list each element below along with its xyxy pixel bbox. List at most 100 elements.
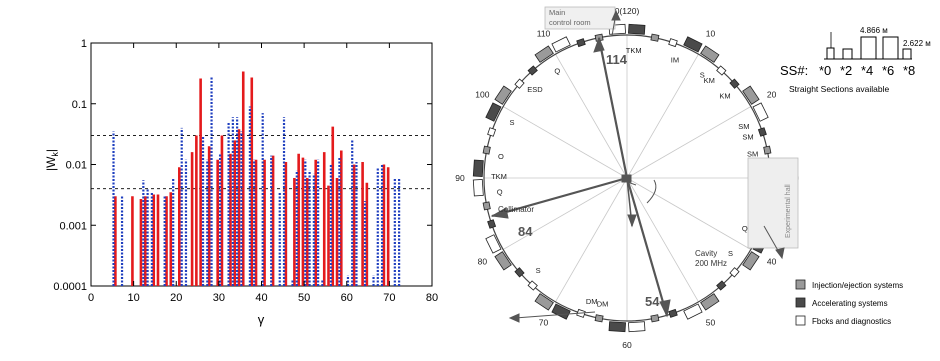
magnet-block-41: [514, 78, 525, 89]
arrow-to-control-room-head: [611, 9, 621, 21]
element-label-13: DM: [586, 297, 598, 306]
element-label-15: Q: [497, 187, 503, 196]
collimator-label: Collimator: [498, 205, 534, 214]
arrow-experimental-head: [775, 247, 785, 260]
magnet-block-35: [472, 178, 484, 197]
cavity-label-2: 200 MHz: [695, 259, 727, 268]
element-label-11: S: [728, 249, 733, 258]
angle-label-9: 90: [455, 173, 465, 183]
spoke-1: [626, 53, 699, 179]
magnet-block-23: [627, 321, 646, 333]
magnet-block-27: [551, 303, 571, 320]
x-tick-label-8: 80: [426, 292, 438, 304]
magnet-block-43: [534, 45, 554, 63]
element-label-20: Q: [554, 67, 560, 76]
angle-label-6: 60: [622, 340, 632, 350]
element-label-4: KM: [719, 92, 730, 101]
y-tick-label-0: 0.0001: [53, 281, 87, 293]
magnet-block-10: [763, 145, 772, 155]
spoke-2: [626, 106, 752, 179]
ss-bar-8: [902, 48, 912, 60]
straight-sections-inset: 4.866 м 2.622 м SS#: *0 *2 *4 *6 *8 Stra…: [780, 26, 931, 94]
arrow-84-head: [490, 207, 509, 219]
arrow-54: [625, 177, 669, 317]
x-tick-label-4: 40: [255, 292, 267, 304]
element-label-1: IM: [671, 55, 679, 64]
spoke-lines: [484, 35, 770, 321]
magnet-block-40: [494, 85, 512, 105]
angle-label-11: 110: [537, 28, 551, 38]
spoke-11: [555, 53, 628, 179]
magnet-block-33: [487, 219, 497, 229]
magnet-block-31: [494, 251, 512, 271]
x-axis-label: γ: [258, 312, 265, 327]
angle-label-2: 20: [767, 90, 777, 100]
x-tick-label-1: 10: [128, 292, 140, 304]
magnet-block-2: [668, 38, 678, 48]
element-label-5: SM: [738, 122, 749, 131]
angle-label-7: 70: [539, 318, 549, 328]
arrow-ejection: [514, 311, 596, 319]
magnet-block-17: [729, 267, 740, 278]
ss-bar-4: [860, 36, 877, 60]
element-label-10: Q: [742, 224, 748, 233]
x-tick-label-5: 50: [298, 292, 310, 304]
magnet-block-39: [485, 102, 502, 122]
magnet-block-32: [485, 234, 502, 254]
experimental-hall-label: Experimental hall: [785, 184, 792, 238]
magnet-block-36: [472, 159, 484, 178]
angle-label-1: 10: [706, 28, 716, 38]
central-arrows: [490, 36, 671, 318]
legend-label-diagnostics: Fbcks and diagnostics: [812, 317, 891, 326]
external-arrows: [508, 9, 785, 323]
magnet-block-0: [627, 23, 646, 35]
element-label-19: ESD: [527, 85, 543, 94]
element-label-17: O: [498, 152, 504, 161]
magnet-block-38: [487, 127, 497, 137]
magnet-block-25: [594, 314, 604, 323]
spoke-10: [502, 106, 628, 179]
spoke-8: [502, 177, 628, 250]
ss-number-2: *2: [840, 63, 852, 78]
magnet-block-8: [752, 102, 769, 122]
arrow-short-head: [627, 214, 637, 228]
x-tick-label-7: 70: [383, 292, 395, 304]
control-room-label-2: control room: [549, 18, 591, 27]
element-label-18: S: [509, 118, 514, 127]
ss-short-label: 2.622 м: [903, 39, 931, 48]
magnet-block-16: [742, 251, 760, 271]
angle-label-10: 100: [475, 90, 489, 100]
arrow-54-head: [659, 299, 671, 318]
ss-long-label: 4.866 м: [860, 26, 888, 35]
angle-label-5: 50: [706, 318, 716, 328]
angle-label-8: 80: [478, 257, 488, 267]
x-axis-ticks: 0 10 20 30 40 50 60 70 80: [88, 43, 438, 304]
magnet-block-7: [742, 85, 760, 105]
ss-number-4: *4: [861, 63, 873, 78]
angle-label-0: 0(120): [615, 6, 640, 16]
element-label-16: TKM: [491, 172, 507, 181]
arrow-84: [491, 176, 628, 218]
element-label-2: S: [700, 70, 705, 79]
label-114: 114: [606, 52, 628, 67]
rotation-arrow: [646, 179, 657, 204]
ring-diagram: 0(120)102030405060708090100110 TKMIMSKMK…: [455, 6, 799, 350]
x-tick-label-0: 0: [88, 292, 94, 304]
y-tick-label-3: 0.1: [72, 99, 87, 111]
magnet-block-3: [683, 36, 703, 53]
magnet-block-24: [608, 321, 627, 333]
legend-swatch-diagnostics: [795, 315, 806, 326]
control-room-label-1: Main: [549, 8, 565, 17]
ss-bar-2: [842, 48, 853, 60]
reference-lines: [91, 135, 432, 190]
label-54: 54: [645, 294, 660, 309]
element-label-6: SM: [742, 132, 753, 141]
ss-label: SS#:: [780, 63, 808, 78]
magnet-block-22: [650, 314, 660, 323]
label-84: 84: [518, 224, 533, 239]
x-tick-label-6: 60: [341, 292, 353, 304]
arrow-ejection-head: [508, 313, 520, 323]
y-tick-label-2: 0.01: [66, 160, 87, 172]
